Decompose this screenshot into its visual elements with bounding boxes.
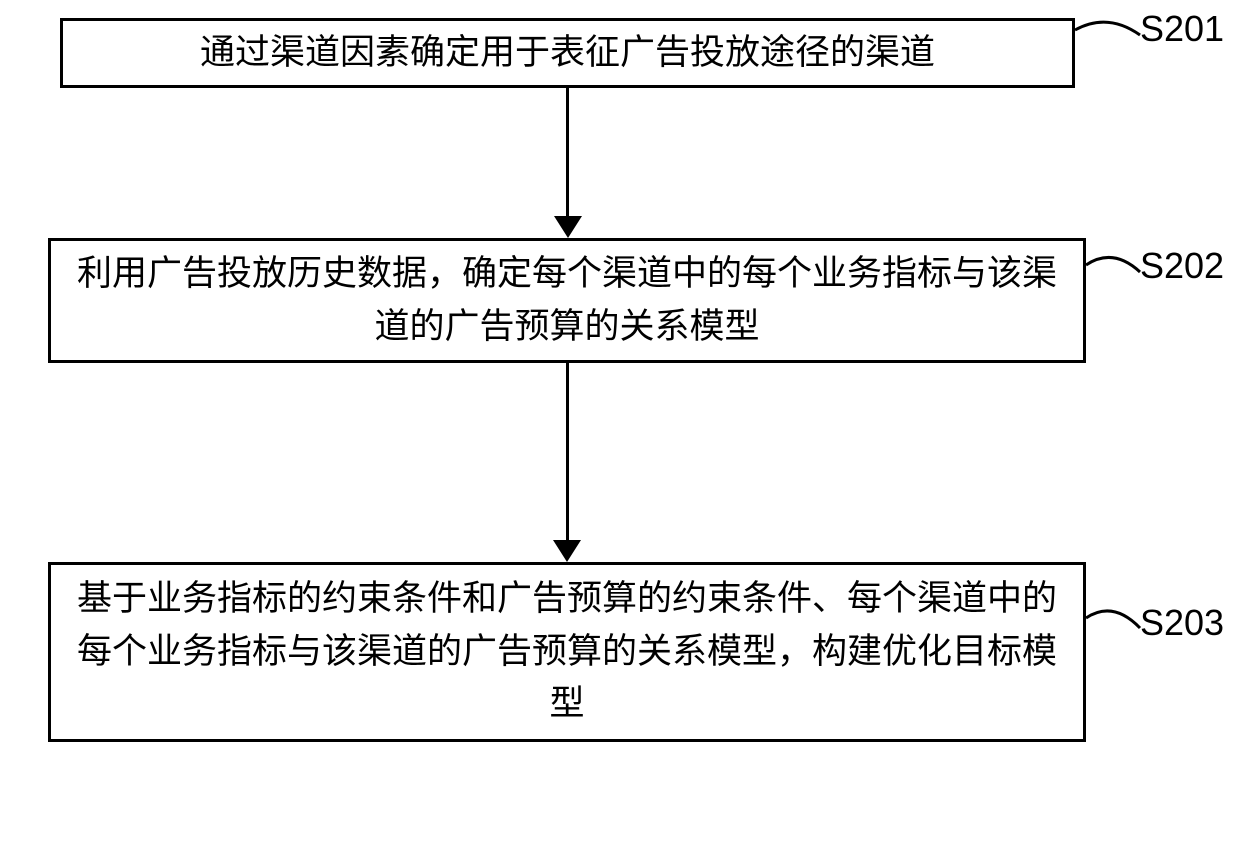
arrow-head-icon [553,540,581,562]
flow-step-text: 利用广告投放历史数据，确定每个渠道中的每个业务指标与该渠道的广告预算的关系模型 [71,248,1063,353]
flow-step-b2: 利用广告投放历史数据，确定每个渠道中的每个业务指标与该渠道的广告预算的关系模型 [48,238,1086,363]
arrow-head-icon [554,216,582,238]
flow-step-text: 通过渠道因素确定用于表征广告投放途径的渠道 [200,27,935,80]
flow-step-b1: 通过渠道因素确定用于表征广告投放途径的渠道 [60,18,1075,88]
step-label-b2: S202 [1140,245,1224,287]
step-label-b3: S203 [1140,602,1224,644]
arrow-line [566,88,569,218]
flowchart-canvas: 通过渠道因素确定用于表征广告投放途径的渠道 S201 利用广告投放历史数据，确定每个… [0,0,1239,841]
step-label-b1: S201 [1140,8,1224,50]
flow-step-text: 基于业务指标的约束条件和广告预算的约束条件、每个渠道中的每个业务指标与该渠道的广… [71,573,1063,731]
arrow-line [566,363,569,542]
flow-step-b3: 基于业务指标的约束条件和广告预算的约束条件、每个渠道中的每个业务指标与该渠道的广… [48,562,1086,742]
